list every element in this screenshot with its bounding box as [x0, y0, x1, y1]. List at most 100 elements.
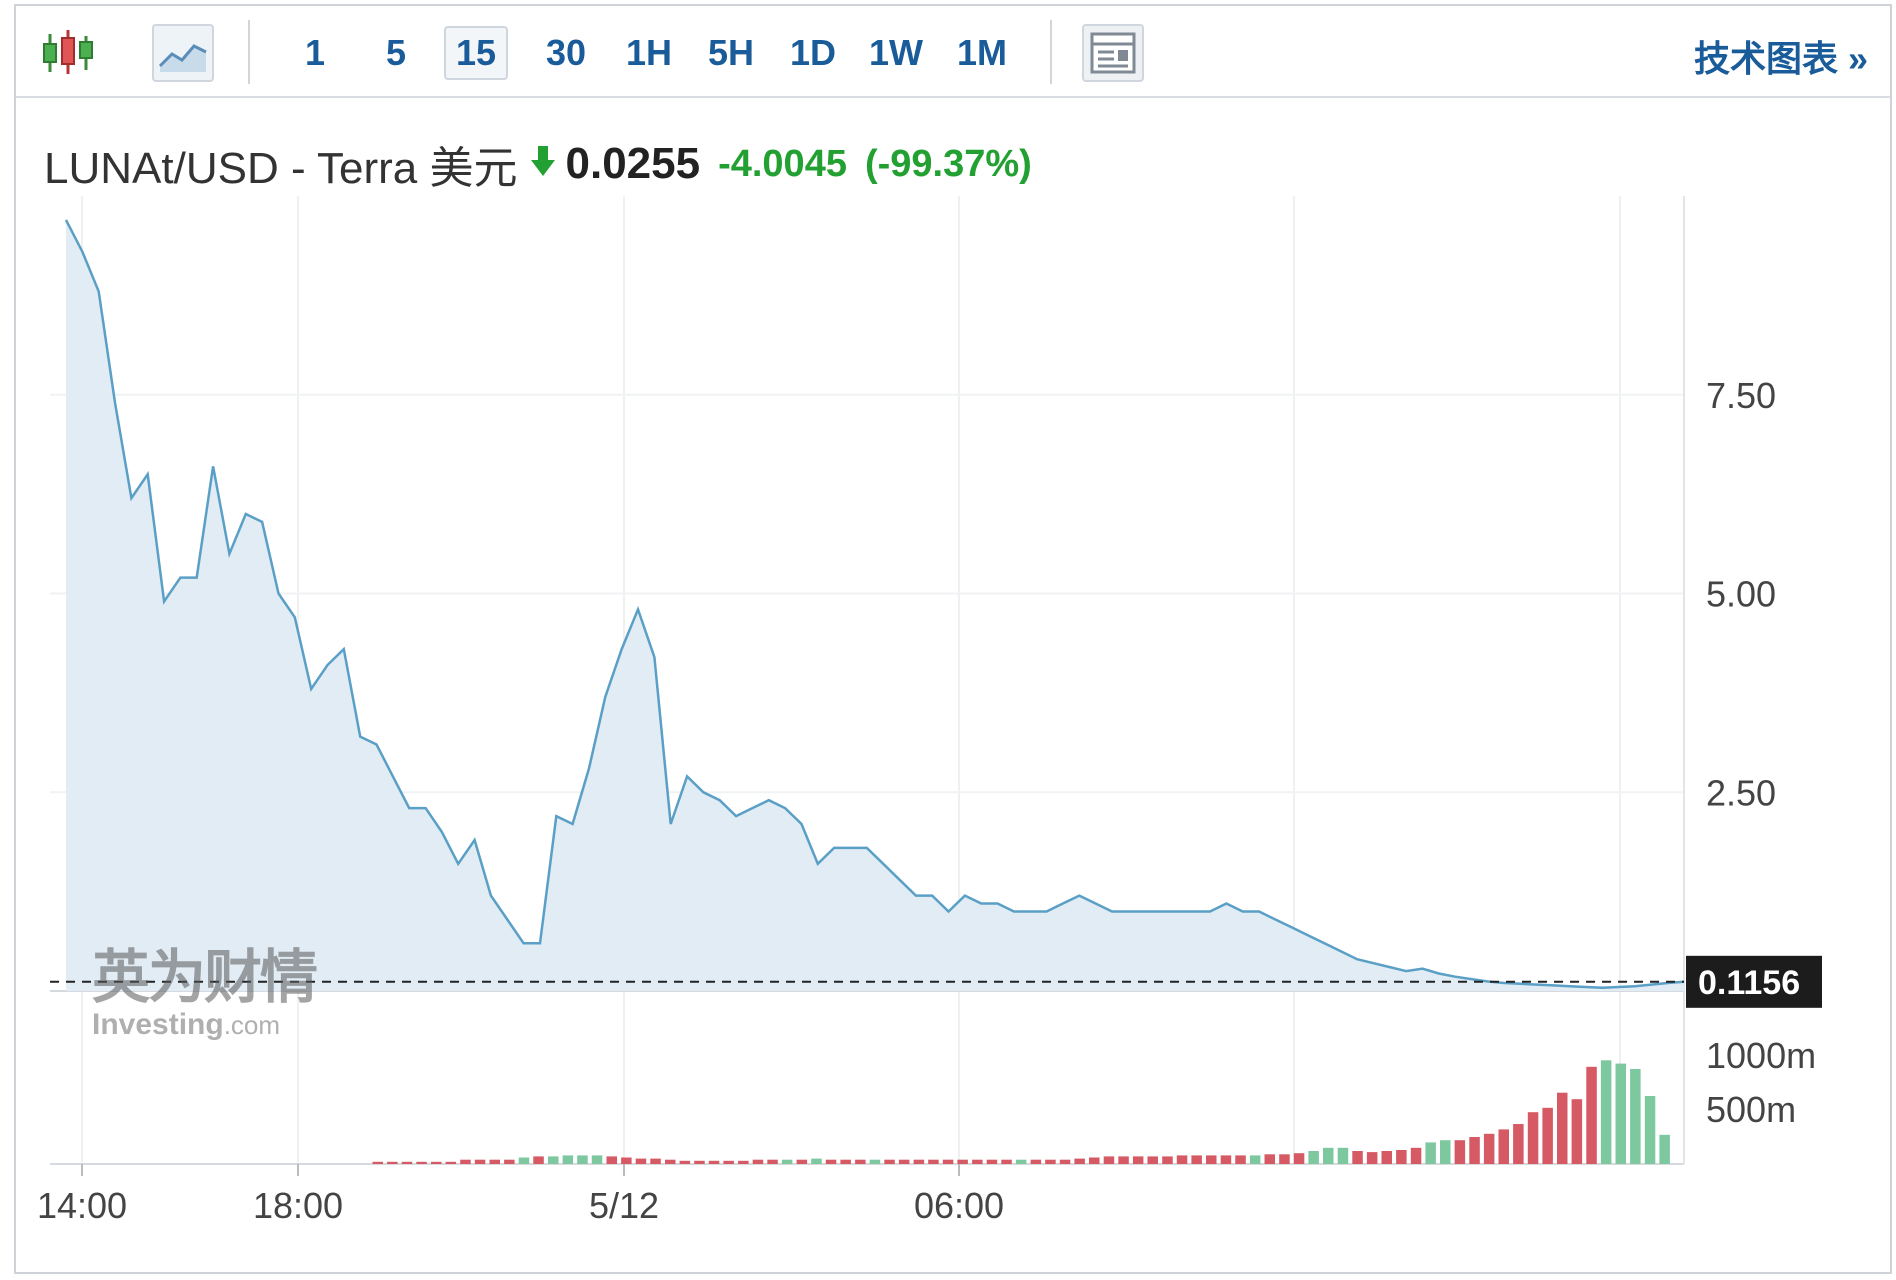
volume-bar [1191, 1155, 1202, 1164]
volume-bar [1235, 1155, 1246, 1164]
volume-bar [1469, 1137, 1480, 1164]
price-change-percent: (-99.37%) [864, 142, 1032, 185]
volume-bar [884, 1159, 895, 1164]
volume-bar [1147, 1156, 1158, 1164]
volume-tick-label: 1000m [1706, 1035, 1816, 1076]
volume-bar [1381, 1151, 1392, 1164]
timeframe-1h[interactable]: 1H [625, 32, 673, 73]
volume-bar [928, 1159, 939, 1164]
timeframe-1w[interactable]: 1W [869, 32, 923, 73]
volume-bar [431, 1161, 442, 1164]
time-axis: 14:00 18:00 5/12 06:00 [37, 1164, 1004, 1226]
volume-bar [913, 1159, 925, 1164]
volume-bar [1001, 1159, 1012, 1164]
investing-watermark: 英为财情 Investing.com [92, 930, 318, 1042]
volume-bar [767, 1159, 778, 1164]
volume-bar [548, 1156, 559, 1164]
volume-bar [621, 1157, 632, 1164]
price-area [66, 219, 1684, 991]
volume-bar [957, 1159, 968, 1164]
timeframe-1[interactable]: 1 [304, 32, 326, 73]
volume-bar [1527, 1112, 1539, 1164]
area-chart-icon[interactable] [152, 24, 214, 82]
down-arrow-icon [530, 139, 556, 189]
x-tick-label: 18:00 [253, 1185, 343, 1226]
technical-chart-link[interactable]: 技术图表 » [1693, 38, 1868, 79]
volume-bar [1206, 1155, 1217, 1164]
watermark-en-text: Investing [92, 1008, 224, 1041]
volume-bar [1293, 1153, 1305, 1164]
volume-bar [781, 1159, 793, 1164]
volume-bar [504, 1159, 515, 1164]
volume-bar [1264, 1154, 1275, 1164]
price-change: -4.0045 [718, 142, 847, 185]
volume-bar [1425, 1142, 1436, 1164]
volume-bar [416, 1161, 427, 1164]
volume-bar [372, 1161, 383, 1164]
candlestick-chart-icon[interactable] [38, 24, 100, 82]
timeframe-1d[interactable]: 1D [789, 32, 837, 73]
toolbar-separator [1050, 20, 1052, 84]
volume-axis: 500m 1000m [1706, 1035, 1816, 1130]
volume-bar [752, 1159, 764, 1164]
volume-bar [986, 1159, 998, 1164]
volume-bar [460, 1159, 471, 1164]
volume-bar [1045, 1159, 1056, 1164]
volume-bar [577, 1155, 588, 1164]
volume-bars [372, 1060, 1670, 1164]
volume-bar [942, 1159, 954, 1164]
volume-bar [445, 1161, 457, 1164]
timeframe-1m[interactable]: 1M [956, 32, 1007, 73]
volume-bar [1542, 1107, 1553, 1164]
x-tick-label: 5/12 [589, 1185, 659, 1226]
volume-bar [1249, 1155, 1261, 1164]
volume-bar [1659, 1134, 1670, 1164]
volume-bar [1279, 1154, 1290, 1164]
volume-bar [1440, 1140, 1451, 1164]
volume-bar [840, 1159, 851, 1164]
volume-bar [1103, 1156, 1115, 1164]
volume-bar [1366, 1152, 1378, 1164]
volume-bar [825, 1159, 837, 1164]
x-tick-label: 14:00 [37, 1185, 127, 1226]
chart-toolbar: 1 5 15 30 1H 5H 1D 1W 1M 技术图表 » [16, 6, 1890, 98]
volume-bar [518, 1157, 530, 1164]
watermark-cn: 英为财情 [92, 945, 318, 1010]
volume-bar [1586, 1066, 1597, 1164]
volume-bar [650, 1158, 661, 1164]
volume-bar [1323, 1147, 1334, 1164]
y-tick-label: 7.50 [1706, 375, 1776, 416]
watermark-en-suffix: .com [223, 1010, 281, 1040]
volume-bar [1308, 1151, 1319, 1164]
volume-bar [1015, 1159, 1027, 1164]
timeframe-15[interactable]: 15 [444, 26, 508, 80]
volume-bar [387, 1161, 398, 1164]
volume-bar [1059, 1159, 1071, 1164]
timeframe-30[interactable]: 30 [545, 32, 587, 73]
timeframe-5[interactable]: 5 [385, 32, 407, 73]
volume-bar [1337, 1147, 1349, 1164]
volume-bar [738, 1160, 749, 1164]
volume-bar [723, 1160, 734, 1164]
x-tick-label: 06:00 [914, 1185, 1004, 1226]
y-tick-label: 2.50 [1706, 772, 1776, 813]
last-price: 0.0255 [565, 139, 701, 188]
volume-bar [1162, 1156, 1173, 1164]
timeframe-5h[interactable]: 5H [707, 32, 755, 73]
volume-bar [1396, 1150, 1407, 1164]
volume-bar [1410, 1147, 1422, 1164]
volume-bar [694, 1160, 705, 1164]
volume-bar [1615, 1063, 1626, 1164]
toolbar-separator [248, 20, 250, 84]
price-chart[interactable]: 2.50 5.00 7.50 500m 1000m 14:00 18:00 5/12 06:… [16, 6, 1890, 1272]
volume-bar [1600, 1060, 1612, 1164]
volume-bar [1644, 1096, 1656, 1164]
volume-bar [1483, 1133, 1495, 1164]
volume-bar [1571, 1099, 1583, 1164]
volume-bar [606, 1156, 617, 1164]
volume-bar [1630, 1069, 1641, 1164]
volume-bar [401, 1161, 413, 1164]
volume-bar [1089, 1157, 1100, 1164]
last-price-label: 0.1156 [1698, 964, 1800, 1002]
layout-icon[interactable] [1082, 24, 1144, 82]
